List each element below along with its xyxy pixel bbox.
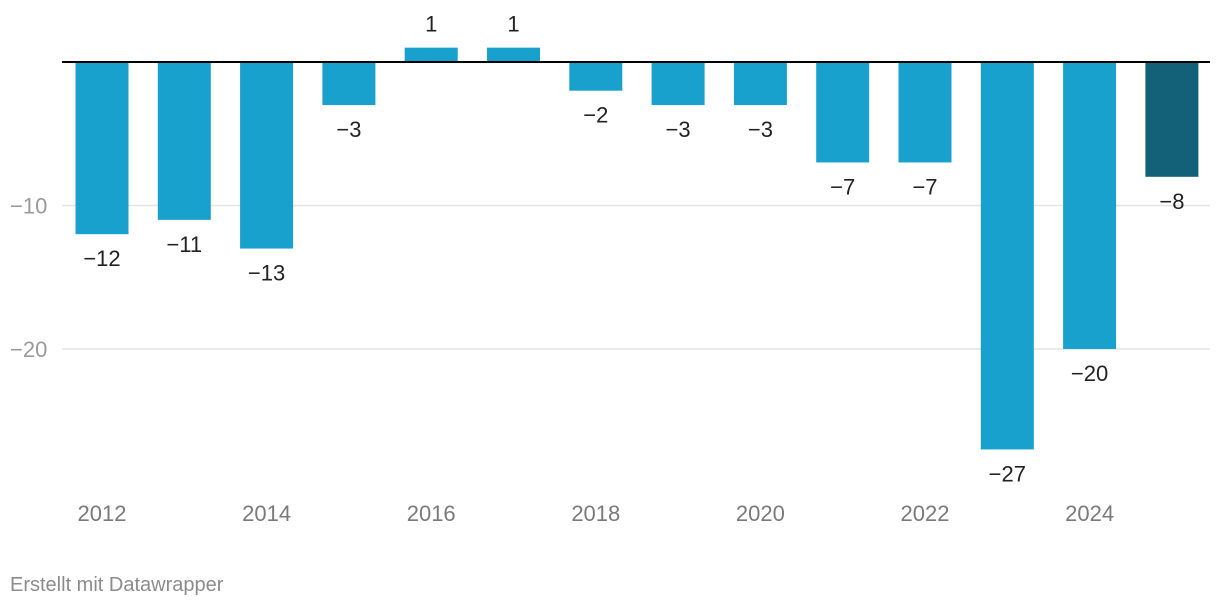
- bar-2024: [1063, 62, 1117, 349]
- x-tick-label-2020: 2020: [736, 501, 785, 526]
- value-label-2018: −2: [583, 103, 608, 128]
- x-tick-label-2024: 2024: [1065, 501, 1114, 526]
- value-label-2015: −3: [336, 117, 361, 142]
- bar-2017: [487, 47, 540, 62]
- value-label-2023: −27: [989, 461, 1026, 486]
- value-label-2019: −3: [666, 117, 691, 142]
- bar-2020: [733, 62, 787, 106]
- x-tick-label-2016: 2016: [407, 501, 456, 526]
- value-label-2020: −3: [748, 117, 773, 142]
- x-tick-label-2012: 2012: [78, 501, 127, 526]
- value-label-2016: 1: [425, 12, 437, 37]
- value-labels: −12 −11 −13 −3 1 1 −2 −3 −3 −7 −7 −27 −20 −8: [83, 12, 1184, 487]
- value-label-2014: −13: [248, 261, 285, 286]
- bar-2016: [404, 47, 458, 62]
- x-tick-label-2014: 2014: [242, 501, 291, 526]
- bar-2012: [75, 62, 129, 235]
- bar-chart: −10 −20 −12 −11 −13 −3 1 1 −2 −3 −3 −7 −7 −27 −20 −8 2…: [10, 12, 1210, 526]
- value-label-2012: −12: [83, 246, 120, 271]
- x-tick-label-2022: 2022: [901, 501, 950, 526]
- bar-2018: [569, 62, 623, 91]
- value-label-2022: −7: [912, 174, 937, 199]
- bar-2019: [651, 62, 705, 106]
- bar-2015: [322, 62, 376, 106]
- value-label-2024: −20: [1071, 361, 1108, 386]
- value-label-2013: −11: [166, 232, 202, 257]
- value-label-2021: −7: [830, 174, 855, 199]
- bar-2025: [1145, 62, 1199, 177]
- x-axis: 2012 2014 2016 2018 2020 2022 2024: [78, 501, 1115, 526]
- y-tick-label-0: −10: [10, 194, 47, 219]
- bar-2022: [898, 62, 952, 163]
- x-tick-label-2018: 2018: [571, 501, 620, 526]
- bar-2023: [980, 62, 1034, 450]
- value-label-2017: 1: [507, 12, 519, 37]
- bars: [75, 47, 1199, 450]
- y-tick-label-1: −20: [10, 337, 47, 362]
- footer-credit: Erstellt mit Datawrapper: [10, 574, 224, 596]
- value-label-2025: −8: [1159, 189, 1184, 214]
- bar-2013: [157, 62, 211, 220]
- bar-2021: [816, 62, 870, 163]
- bar-2014: [240, 62, 294, 249]
